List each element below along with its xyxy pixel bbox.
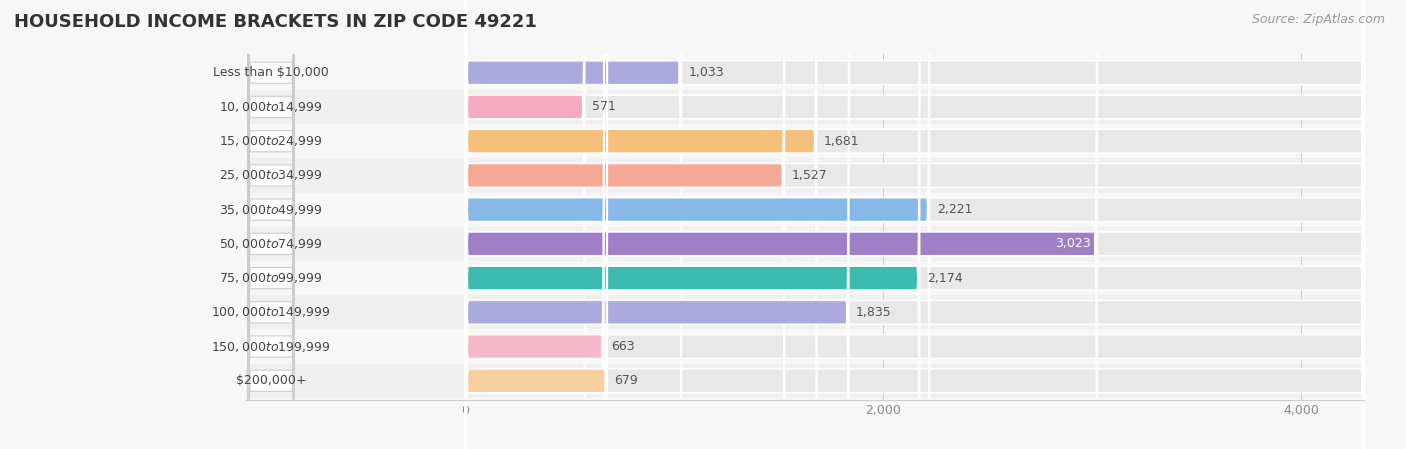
Text: $100,000 to $149,999: $100,000 to $149,999 [211,305,330,319]
FancyBboxPatch shape [465,0,1364,449]
Text: $150,000 to $199,999: $150,000 to $199,999 [211,339,330,353]
FancyBboxPatch shape [465,0,1364,449]
Text: 1,835: 1,835 [856,306,891,319]
Bar [246,364,1364,398]
Text: 3,023: 3,023 [1054,238,1091,251]
FancyBboxPatch shape [465,0,607,449]
Text: $35,000 to $49,999: $35,000 to $49,999 [219,202,323,216]
FancyBboxPatch shape [247,0,294,449]
FancyBboxPatch shape [465,0,1364,449]
FancyBboxPatch shape [247,15,294,449]
FancyBboxPatch shape [465,0,1364,449]
Text: $10,000 to $14,999: $10,000 to $14,999 [219,100,323,114]
FancyBboxPatch shape [465,0,585,449]
Text: $50,000 to $74,999: $50,000 to $74,999 [219,237,323,251]
Text: 1,033: 1,033 [689,66,724,79]
Bar [246,193,1364,227]
FancyBboxPatch shape [247,0,294,449]
FancyBboxPatch shape [465,0,785,449]
Bar [246,227,1364,261]
Text: $15,000 to $24,999: $15,000 to $24,999 [219,134,323,148]
Bar [246,261,1364,295]
FancyBboxPatch shape [465,0,1364,449]
Bar [246,295,1364,330]
Text: 663: 663 [612,340,636,353]
FancyBboxPatch shape [465,0,849,449]
FancyBboxPatch shape [465,0,1364,449]
Text: Less than $10,000: Less than $10,000 [214,66,329,79]
FancyBboxPatch shape [465,0,920,449]
Bar [246,56,1364,90]
FancyBboxPatch shape [465,0,1364,449]
Text: 1,681: 1,681 [824,135,859,148]
Text: $25,000 to $34,999: $25,000 to $34,999 [219,168,323,182]
FancyBboxPatch shape [465,0,605,449]
FancyBboxPatch shape [247,0,294,449]
Text: HOUSEHOLD INCOME BRACKETS IN ZIP CODE 49221: HOUSEHOLD INCOME BRACKETS IN ZIP CODE 49… [14,13,537,31]
FancyBboxPatch shape [465,0,682,449]
FancyBboxPatch shape [247,0,294,439]
FancyBboxPatch shape [465,0,1364,449]
Text: $75,000 to $99,999: $75,000 to $99,999 [219,271,323,285]
FancyBboxPatch shape [247,49,294,449]
FancyBboxPatch shape [247,0,294,449]
FancyBboxPatch shape [465,0,1097,449]
FancyBboxPatch shape [465,0,929,449]
Text: 1,527: 1,527 [792,169,828,182]
Bar [246,158,1364,193]
Text: 679: 679 [614,374,638,387]
Text: 571: 571 [592,101,616,114]
FancyBboxPatch shape [465,0,817,449]
FancyBboxPatch shape [247,0,294,449]
FancyBboxPatch shape [465,0,1364,449]
Bar [246,90,1364,124]
Text: Source: ZipAtlas.com: Source: ZipAtlas.com [1251,13,1385,26]
FancyBboxPatch shape [247,0,294,449]
Text: 2,174: 2,174 [927,272,963,285]
FancyBboxPatch shape [247,0,294,405]
Text: 2,221: 2,221 [936,203,973,216]
FancyBboxPatch shape [465,0,1364,449]
Bar [246,330,1364,364]
Text: $200,000+: $200,000+ [236,374,307,387]
Bar [246,124,1364,158]
